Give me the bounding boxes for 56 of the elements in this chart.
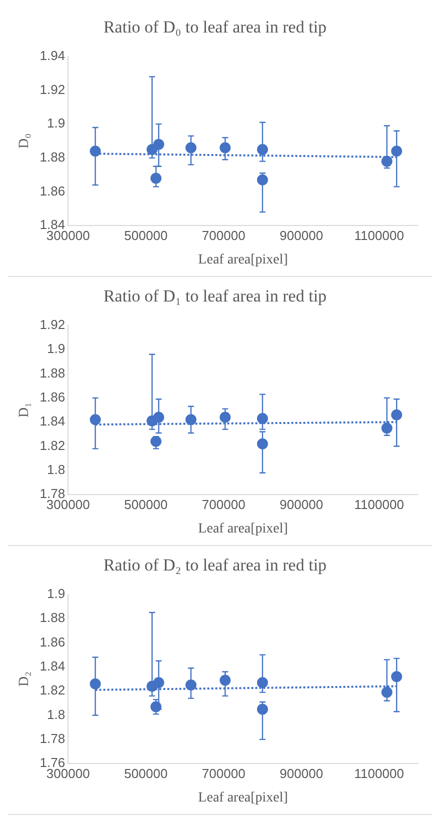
point bbox=[391, 409, 402, 420]
y-tick-label: 1.82 bbox=[40, 682, 66, 698]
y-tick-label: 1.94 bbox=[40, 48, 66, 63]
point bbox=[381, 156, 392, 167]
y-axis-title: D₁ bbox=[17, 402, 32, 418]
y-axis-title: D₀ bbox=[17, 133, 32, 148]
y-tick-label: 1.8 bbox=[47, 462, 66, 478]
x-tick-label: 700000 bbox=[202, 228, 246, 243]
y-tick-label: 1.92 bbox=[40, 316, 66, 332]
point bbox=[185, 680, 196, 691]
chart-title: Ratio of D₂ to leaf area in red tip bbox=[103, 556, 327, 575]
x-tick-label: 1100000 bbox=[354, 766, 404, 781]
y-tick-label: 1.84 bbox=[40, 658, 66, 674]
x-axis-title: Leaf area[pixel] bbox=[198, 521, 288, 536]
x-tick-label: 700000 bbox=[202, 496, 246, 512]
y-tick-label: 1.88 bbox=[40, 150, 66, 164]
x-axis-title: Leaf area[pixel] bbox=[198, 252, 288, 268]
y-tick-label: 1.9 bbox=[47, 116, 66, 131]
point bbox=[381, 686, 392, 698]
point bbox=[256, 412, 268, 424]
y-tick-label: 1.78 bbox=[40, 731, 66, 746]
point bbox=[150, 172, 162, 184]
point bbox=[185, 142, 196, 154]
x-tick-label: 500000 bbox=[124, 766, 168, 781]
x-tick-label: 900000 bbox=[280, 766, 324, 781]
y-tick-label: 1.92 bbox=[40, 82, 66, 97]
chart-title: Ratio of D₁ to leaf area in red tip bbox=[103, 286, 327, 306]
y-tick-label: 1.8 bbox=[47, 706, 66, 722]
x-tick-label: 1100000 bbox=[354, 228, 404, 243]
y-axis-title: D₂ bbox=[17, 671, 32, 686]
x-tick-label: 500000 bbox=[124, 496, 168, 512]
x-tick-label: 700000 bbox=[202, 766, 246, 781]
y-tick-label: 1.88 bbox=[40, 365, 66, 380]
x-tick-label: 500000 bbox=[124, 228, 168, 243]
point bbox=[256, 174, 268, 186]
y-tick-label: 1.82 bbox=[40, 438, 66, 453]
point bbox=[256, 438, 268, 450]
point bbox=[256, 704, 268, 715]
y-tick-label: 1.86 bbox=[40, 183, 66, 198]
point bbox=[381, 422, 392, 434]
x-axis-title: Leaf area[pixel] bbox=[198, 790, 288, 806]
y-tick-label: 1.9 bbox=[47, 586, 66, 601]
x-tick-label: 900000 bbox=[280, 496, 324, 512]
x-tick-label: 900000 bbox=[280, 228, 324, 243]
y-tick-label: 1.86 bbox=[40, 634, 66, 650]
chart-title: Ratio of D₀ to leaf area in red tip bbox=[103, 18, 327, 37]
y-tick-label: 1.9 bbox=[47, 341, 66, 356]
point bbox=[185, 414, 196, 426]
y-tick-label: 1.88 bbox=[40, 610, 66, 626]
point bbox=[256, 144, 268, 155]
y-tick-label: 1.86 bbox=[40, 389, 66, 404]
point bbox=[256, 677, 268, 688]
x-tick-label: 1100000 bbox=[354, 496, 404, 512]
point bbox=[391, 146, 402, 157]
y-tick-label: 1.84 bbox=[40, 414, 66, 429]
point bbox=[391, 671, 402, 682]
